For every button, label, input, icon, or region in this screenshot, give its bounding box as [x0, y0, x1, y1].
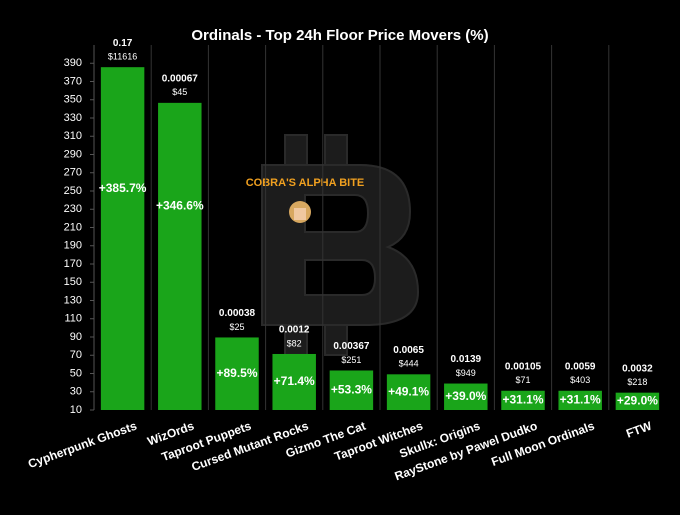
- watermark-text: COBRA'S ALPHA BITE: [246, 177, 365, 189]
- value-label: +346.6%: [156, 199, 204, 213]
- bar: [558, 390, 602, 410]
- y-tick-label: 30: [70, 386, 82, 398]
- x-tick-label: Cypherpunk Ghosts: [26, 419, 139, 471]
- y-tick-label: 330: [64, 112, 82, 124]
- volume: $218: [627, 377, 647, 387]
- value-label: +53.3%: [331, 382, 372, 396]
- volume: $25: [229, 322, 244, 332]
- floor-price: 0.00367: [333, 341, 370, 352]
- floor-price: 0.0059: [565, 361, 596, 372]
- y-tick-label: 90: [70, 331, 82, 343]
- value-label: +29.0%: [617, 394, 658, 408]
- value-label: +49.1%: [388, 384, 429, 398]
- bar: [272, 353, 316, 410]
- volume: $82: [287, 338, 302, 348]
- floor-price: 0.0032: [622, 363, 653, 374]
- floor-price: 0.17: [113, 38, 133, 49]
- y-tick-label: 370: [64, 75, 82, 87]
- bar: [615, 392, 660, 410]
- volume: $11616: [108, 52, 137, 62]
- volume: $251: [341, 355, 361, 365]
- y-tick-label: 70: [70, 349, 82, 361]
- value-label: +31.1%: [560, 393, 601, 407]
- y-tick-label: 390: [64, 57, 82, 69]
- y-tick-label: 170: [64, 258, 82, 270]
- y-tick-label: 50: [70, 367, 82, 379]
- watermark-logo: [261, 134, 420, 356]
- y-tick-label: 310: [64, 130, 82, 142]
- floor-price: 0.0065: [393, 345, 424, 356]
- value-label: +39.0%: [445, 389, 486, 403]
- x-tick-label: FTW: [624, 418, 654, 440]
- bar: [501, 390, 545, 410]
- watermark-avatar: [289, 201, 311, 223]
- floor-price: 0.00105: [505, 361, 542, 372]
- y-tick-label: 150: [64, 276, 82, 288]
- bar: [444, 383, 488, 410]
- volume: $71: [515, 375, 530, 385]
- y-tick-label: 110: [64, 313, 82, 325]
- y-tick-label: 210: [64, 221, 82, 233]
- y-tick-label: 10: [70, 404, 82, 416]
- volume: $403: [570, 375, 590, 385]
- value-label: +71.4%: [274, 374, 315, 388]
- y-tick-label: 130: [64, 294, 82, 306]
- floor-price: 0.0139: [451, 354, 482, 365]
- bar: [386, 374, 431, 410]
- bar: [215, 337, 259, 410]
- volume: $45: [172, 87, 187, 97]
- y-tick-label: 270: [64, 167, 82, 179]
- value-label: +385.7%: [99, 181, 147, 195]
- bar: [100, 67, 145, 410]
- floor-price: 0.00038: [219, 308, 256, 319]
- volume: $444: [399, 359, 419, 369]
- chart-title: Ordinals - Top 24h Floor Price Movers (%…: [191, 27, 488, 44]
- bar: [329, 370, 374, 410]
- y-tick-label: 190: [64, 240, 82, 252]
- floor-price: 0.0012: [279, 325, 310, 336]
- y-tick-label: 250: [64, 185, 82, 197]
- y-tick-label: 350: [64, 94, 82, 106]
- value-label: +89.5%: [216, 366, 257, 380]
- bar: [158, 102, 202, 410]
- value-label: +31.1%: [502, 393, 543, 407]
- y-tick-label: 230: [64, 203, 82, 215]
- volume: $949: [456, 368, 476, 378]
- y-tick-label: 290: [64, 148, 82, 160]
- floor-price: 0.00067: [162, 73, 199, 84]
